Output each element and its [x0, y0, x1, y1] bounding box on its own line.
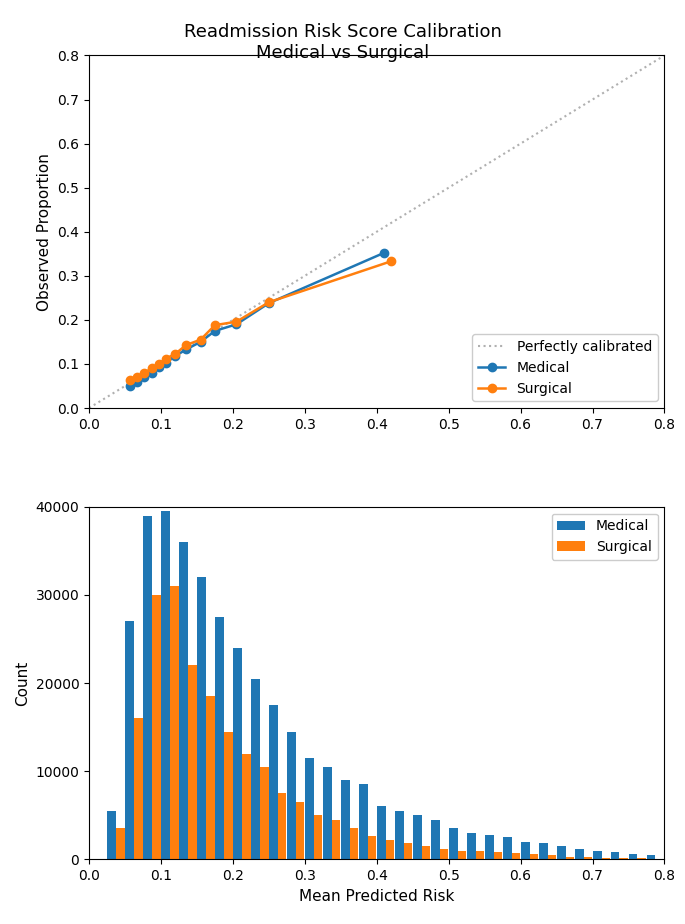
Surgical [264, 297, 273, 308]
Bar [224, 732, 232, 859]
Bar [332, 820, 340, 859]
Bar [530, 854, 538, 859]
Bar [503, 837, 512, 859]
Text: Readmission Risk Score Calibration
Medical vs Surgical: Readmission Risk Score Calibration Medic… [184, 23, 501, 62]
Bar [557, 846, 566, 859]
Bar [251, 678, 260, 859]
Bar [647, 855, 656, 859]
Bar [278, 793, 286, 859]
Bar [547, 855, 556, 859]
Bar [593, 850, 601, 859]
Surgical [197, 334, 205, 346]
Bar [413, 815, 422, 859]
Bar [234, 648, 242, 859]
Bar [431, 820, 440, 859]
Surgical [232, 316, 240, 327]
Bar [467, 833, 475, 859]
Medical [155, 362, 163, 373]
Bar [206, 697, 214, 859]
Bar [449, 829, 458, 859]
Bar [521, 842, 530, 859]
Bar [197, 578, 206, 859]
Medical [147, 367, 155, 378]
Y-axis label: Observed Proportion: Observed Proportion [37, 152, 52, 310]
Y-axis label: Count: Count [15, 661, 30, 706]
Medical [232, 319, 240, 330]
Surgical [126, 375, 134, 386]
Bar [323, 767, 332, 859]
Bar [287, 732, 296, 859]
Medical [264, 298, 273, 309]
Bar [296, 802, 304, 859]
Bar [539, 844, 547, 859]
Bar [475, 851, 484, 859]
Surgical [147, 363, 155, 374]
Bar [386, 840, 395, 859]
Bar [125, 621, 134, 859]
Line: Medical: Medical [126, 249, 388, 390]
Bar [485, 834, 494, 859]
Bar [143, 516, 152, 859]
Bar [440, 849, 448, 859]
Bar [422, 846, 430, 859]
Bar [116, 829, 125, 859]
Bar [611, 852, 619, 859]
X-axis label: Mean Predicted Risk: Mean Predicted Risk [299, 889, 454, 904]
Bar [152, 595, 160, 859]
Surgical [140, 367, 149, 378]
Bar [566, 857, 574, 859]
Bar [341, 780, 350, 859]
Bar [260, 767, 269, 859]
Medical [126, 381, 134, 392]
Bar [368, 836, 376, 859]
Bar [134, 718, 142, 859]
Bar [306, 758, 314, 859]
Surgical [171, 348, 179, 359]
Bar [575, 849, 584, 859]
Line: Surgical: Surgical [126, 257, 395, 384]
Bar [359, 784, 368, 859]
Surgical [182, 339, 190, 350]
Legend: Medical, Surgical: Medical, Surgical [551, 514, 658, 560]
Bar [215, 617, 224, 859]
Bar [179, 542, 188, 859]
Bar [403, 843, 412, 859]
Bar [458, 850, 466, 859]
Surgical [162, 353, 170, 364]
Bar [188, 665, 197, 859]
Bar [619, 858, 628, 859]
Surgical [211, 320, 219, 331]
Bar [395, 811, 403, 859]
Bar [377, 807, 386, 859]
Bar [242, 754, 251, 859]
Bar [512, 853, 520, 859]
Medical [182, 344, 190, 355]
Medical [140, 371, 149, 383]
Surgical [155, 359, 163, 370]
Medical [379, 248, 388, 259]
Bar [584, 857, 592, 859]
Medical [162, 357, 170, 368]
Bar [269, 705, 278, 859]
Medical [211, 325, 219, 336]
Bar [314, 815, 323, 859]
Medical [133, 376, 141, 387]
Bar [494, 852, 502, 859]
Bar [629, 854, 638, 859]
Medical [171, 350, 179, 361]
Bar [108, 811, 116, 859]
Legend: Perfectly calibrated, Medical, Surgical: Perfectly calibrated, Medical, Surgical [472, 334, 658, 401]
Bar [162, 511, 170, 859]
Bar [601, 857, 610, 859]
Medical [197, 336, 205, 347]
Surgical [133, 371, 141, 383]
Bar [350, 829, 358, 859]
Surgical [387, 256, 395, 267]
Bar [170, 586, 179, 859]
